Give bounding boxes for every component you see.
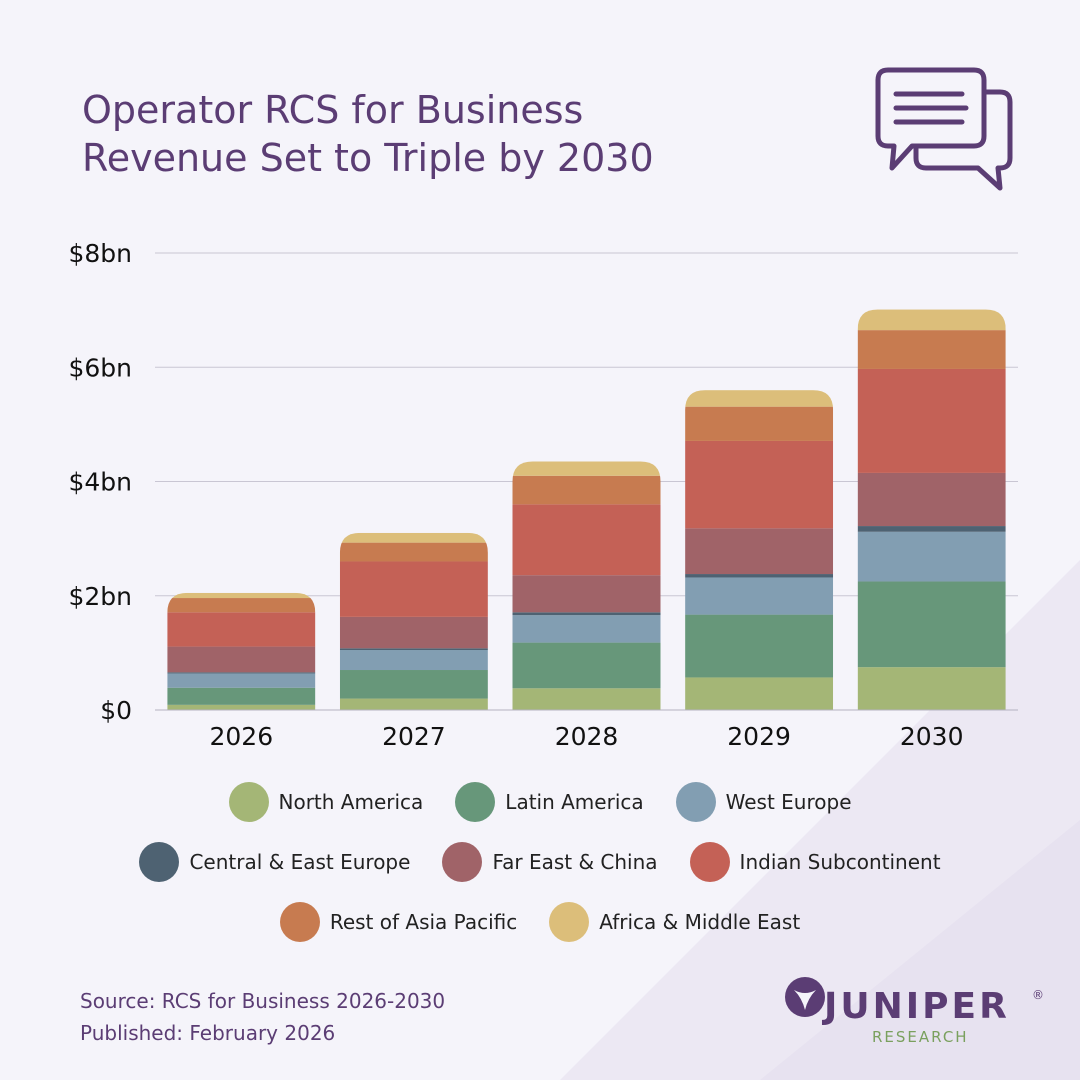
bar-segment <box>857 472 1006 527</box>
legend-swatch <box>442 842 483 882</box>
legend-item: West Europe <box>675 782 852 822</box>
title-line-1: Operator RCS for Business <box>82 88 584 132</box>
bar-segment <box>339 670 488 699</box>
legend-swatch <box>228 782 269 822</box>
bar-segment <box>857 667 1006 710</box>
bar-stack <box>857 309 1006 710</box>
legend-swatch <box>139 842 180 882</box>
bar-segment <box>685 528 834 575</box>
bar-segment <box>685 440 834 529</box>
chat-bubbles-icon <box>875 67 1013 191</box>
bar-segment <box>339 542 488 562</box>
y-tick-label: $0 <box>100 696 132 725</box>
bar-segment <box>857 531 1006 582</box>
bar-segment <box>685 577 834 615</box>
y-tick-label: $8bn <box>68 239 132 268</box>
bar-segment <box>339 650 488 671</box>
legend-swatch <box>675 782 716 822</box>
x-tick-label: 2029 <box>727 722 791 751</box>
bar-segment <box>857 526 1006 532</box>
bar-segment <box>512 504 661 576</box>
legend-item: Rest of Asia Pacific <box>279 902 518 942</box>
juniper-logo-mark-icon <box>785 977 825 1017</box>
legend-label: Central & East Europe <box>189 850 411 874</box>
legend-item: Indian Subcontinent <box>689 842 941 882</box>
chart-legend: North America Latin America West Europe Cen… <box>0 782 1080 962</box>
bar-segment <box>512 575 661 613</box>
legend-item: Far East & China <box>442 842 658 882</box>
legend-item: Central & East Europe <box>139 842 410 882</box>
y-tick-label: $2bn <box>68 582 132 611</box>
y-tick-label: $6bn <box>68 353 132 382</box>
x-tick-label: 2026 <box>209 722 273 751</box>
legend-label: North America <box>278 790 424 814</box>
published-text: Published: February 2026 <box>80 1021 336 1045</box>
bar-segment <box>339 698 488 710</box>
bar-segment <box>857 330 1006 369</box>
bar-segment <box>857 368 1006 473</box>
legend-row: Central & East Europe Far East & China Ind… <box>0 842 1080 882</box>
bar-stack <box>512 461 661 710</box>
bar-stack <box>685 390 834 710</box>
legend-row: Rest of Asia Pacific Africa & Middle East <box>0 902 1080 942</box>
bar-segment <box>167 672 316 674</box>
legend-swatch <box>455 782 496 822</box>
logo-name: JUNIPER <box>824 986 1010 1027</box>
bar-segment <box>512 615 661 643</box>
juniper-research-logo: JUNIPER ® RESEARCH <box>780 972 1050 1052</box>
bar-segment <box>857 309 1006 331</box>
legend-label: West Europe <box>725 790 852 814</box>
legend-label: Far East & China <box>492 850 658 874</box>
bar-segment <box>685 574 834 578</box>
title-line-2: Revenue Set to Triple by 2030 <box>82 136 654 180</box>
bar-stack <box>339 532 488 710</box>
x-tick-label: 2027 <box>382 722 446 751</box>
chart-title: Operator RCS for Business Revenue Set to… <box>82 86 654 182</box>
logo-subtitle: RESEARCH <box>872 1028 969 1046</box>
logo-registered-mark: ® <box>1032 988 1044 1002</box>
legend-swatch <box>549 902 590 942</box>
source-text: Source: RCS for Business 2026-2030 <box>80 989 446 1013</box>
legend-swatch <box>689 842 730 882</box>
bar-segment <box>512 688 661 710</box>
legend-item: North America <box>228 782 424 822</box>
bar-segment <box>167 598 316 613</box>
legend-item: Latin America <box>455 782 644 822</box>
bar-segment <box>512 642 661 689</box>
bar-segment <box>167 592 316 599</box>
legend-label: Rest of Asia Pacific <box>329 910 518 934</box>
x-tick-label: 2028 <box>555 722 619 751</box>
bar-segment <box>857 581 1006 668</box>
legend-label: Latin America <box>505 790 644 814</box>
bar-segment <box>512 475 661 505</box>
bar-segment <box>512 612 661 616</box>
bar-segment <box>339 532 488 543</box>
bar-segment <box>339 648 488 651</box>
bar-segment <box>685 390 834 407</box>
y-tick-label: $4bn <box>68 468 132 497</box>
bar-segment <box>167 673 316 688</box>
legend-swatch <box>279 902 320 942</box>
bar-segment <box>339 561 488 617</box>
legend-item: Africa & Middle East <box>549 902 800 942</box>
bar-segment <box>339 616 488 649</box>
bar-segment <box>167 646 316 673</box>
bar-segment <box>685 406 834 441</box>
bar-segment <box>685 614 834 678</box>
legend-row: North America Latin America West Europe <box>0 782 1080 822</box>
bar-segment <box>167 687 316 705</box>
bar-segment <box>512 461 661 476</box>
x-tick-label: 2030 <box>900 722 964 751</box>
footer: Source: RCS for Business 2026-2030 Publi… <box>80 985 445 1049</box>
legend-label: Africa & Middle East <box>599 910 801 934</box>
bar-stack <box>167 592 316 710</box>
bar-segment <box>685 677 834 710</box>
stacked-bar-chart: $0 $2bn $4bn $6bn $8bn 2026 2027 2028 2029 2030 <box>68 239 1018 751</box>
bar-segment <box>167 704 316 710</box>
legend-label: Indian Subcontinent <box>739 850 941 874</box>
bar-segment <box>167 612 316 647</box>
